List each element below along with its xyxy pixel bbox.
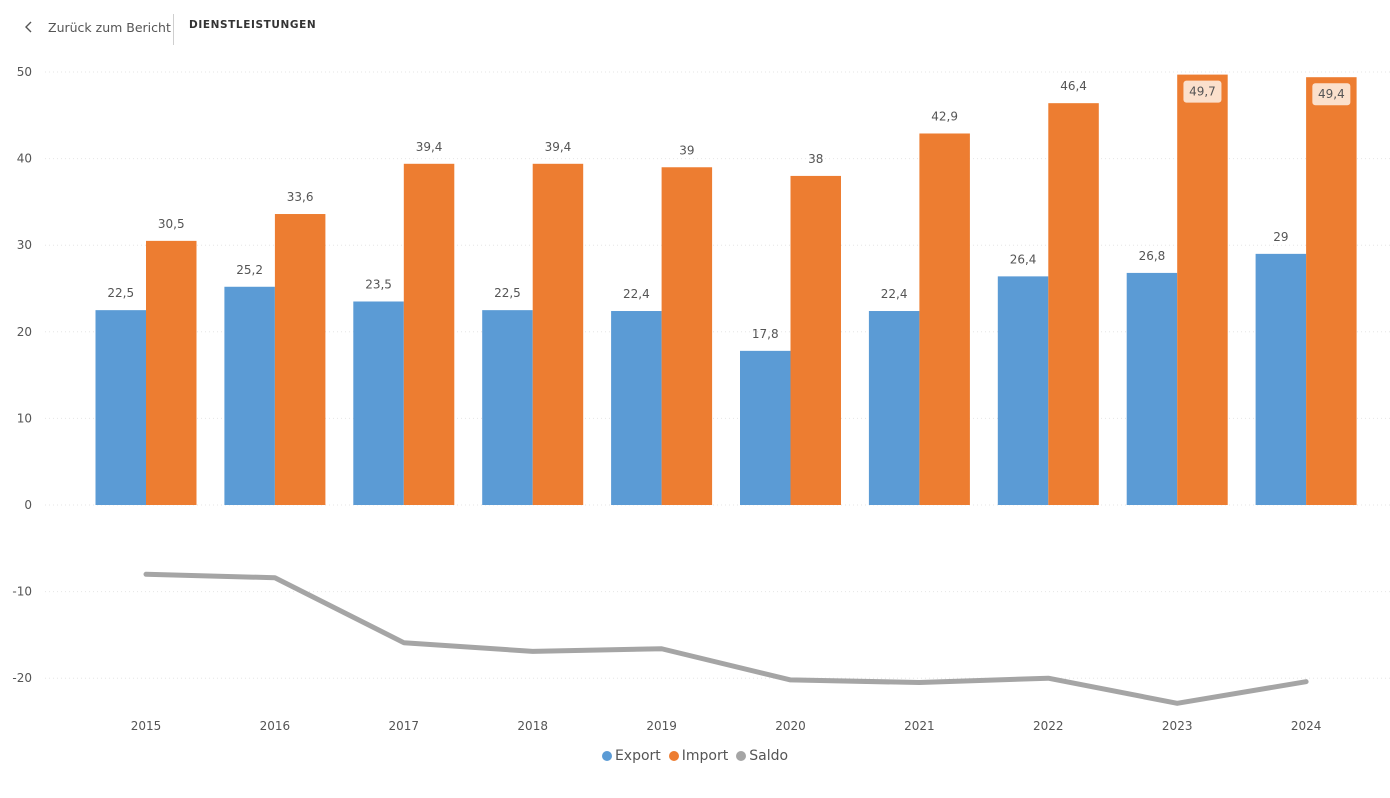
bar-import <box>274 214 326 506</box>
bar-import <box>919 133 970 505</box>
data-label-export: 17,8 <box>752 327 779 341</box>
legend-label: Export <box>614 748 661 764</box>
header-divider <box>173 14 174 45</box>
y-tick-label: 20 <box>17 325 32 339</box>
bar-export <box>353 301 404 505</box>
x-tick-label: 2016 <box>260 719 291 733</box>
legend-label: Import <box>681 748 729 764</box>
bar-export <box>95 310 146 505</box>
legend-item-export[interactable]: Export <box>601 748 661 764</box>
bar-export <box>868 311 920 505</box>
header: Zurück zum Bericht DIENSTLEISTUNGEN <box>0 0 1390 52</box>
legend-dot <box>736 751 747 761</box>
data-label-import: 39 <box>679 143 694 157</box>
data-label-bg <box>1312 83 1351 106</box>
x-tick-label: 2018 <box>517 719 548 733</box>
chart: 50 40 30 20 10 0 -10 -20 22,5 30,5 2015 25,2 33,6 201… <box>12 65 1390 733</box>
data-label-export: 23,5 <box>365 277 392 291</box>
bar-import <box>1048 103 1099 506</box>
x-tick-label: 2022 <box>1033 719 1064 733</box>
back-label: Zurück zum Bericht <box>48 19 171 35</box>
x-tick-label: 2021 <box>904 719 935 733</box>
bar-import <box>1306 77 1357 506</box>
bar-import <box>403 163 455 505</box>
legend: Export Import Saldo <box>0 748 1390 764</box>
data-label-export: 26,8 <box>1139 249 1166 263</box>
bar-export <box>224 286 275 505</box>
legend-dot <box>601 751 612 761</box>
data-label-export: 22,5 <box>107 286 134 300</box>
data-label-import: 49,7 <box>1189 85 1216 99</box>
y-tick-label: 0 <box>24 498 32 512</box>
bar-import <box>790 175 841 506</box>
data-label-import: 30,5 <box>158 217 185 231</box>
y-tick-label: 50 <box>17 65 32 79</box>
data-label-export: 22,5 <box>494 286 521 300</box>
data-label-export: 29 <box>1273 230 1288 244</box>
chevron-left-icon <box>25 21 32 33</box>
page-title: DIENSTLEISTUNGEN <box>189 19 317 31</box>
data-label-import: 49,4 <box>1318 87 1345 101</box>
bar-import <box>146 240 197 505</box>
x-tick-label: 2023 <box>1162 719 1193 733</box>
x-tick-label: 2017 <box>389 719 420 733</box>
bar-export <box>997 276 1049 505</box>
x-tick-label: 2019 <box>646 719 677 733</box>
legend-item-import[interactable]: Import <box>668 748 729 764</box>
data-label-import: 39,4 <box>416 140 443 154</box>
line-saldo <box>143 571 1309 706</box>
data-label-import: 38 <box>808 152 823 166</box>
data-label-bg <box>1183 80 1222 103</box>
bar-export <box>1126 272 1178 505</box>
data-label-export: 26,4 <box>1010 252 1037 266</box>
data-label-import: 42,9 <box>931 109 958 123</box>
y-tick-label: 40 <box>17 152 32 166</box>
bar-export <box>740 350 791 505</box>
data-label-export: 25,2 <box>236 263 263 277</box>
y-tick-label: 10 <box>17 411 32 425</box>
x-tick-label: 2024 <box>1291 719 1322 733</box>
back-button[interactable]: Zurück zum Bericht <box>22 14 171 40</box>
data-label-import: 39,4 <box>545 140 572 154</box>
bar-import <box>1177 74 1228 506</box>
legend-dot <box>668 751 679 761</box>
bar-export <box>611 311 662 505</box>
bar-import <box>532 163 584 505</box>
bar-import <box>661 167 713 505</box>
data-label-import: 46,4 <box>1060 79 1087 93</box>
legend-label: Saldo <box>749 748 789 764</box>
data-label-import: 33,6 <box>287 190 314 204</box>
bar-export <box>482 310 533 505</box>
x-tick-label: 2020 <box>775 719 806 733</box>
bar-export <box>1255 253 1307 505</box>
x-tick-label: 2015 <box>131 719 162 733</box>
legend-item-saldo[interactable]: Saldo <box>736 748 788 764</box>
y-tick-label: -20 <box>12 671 32 685</box>
data-label-export: 22,4 <box>623 287 650 301</box>
y-tick-label: -10 <box>12 585 32 599</box>
y-tick-label: 30 <box>17 238 32 252</box>
data-label-export: 22,4 <box>881 287 908 301</box>
